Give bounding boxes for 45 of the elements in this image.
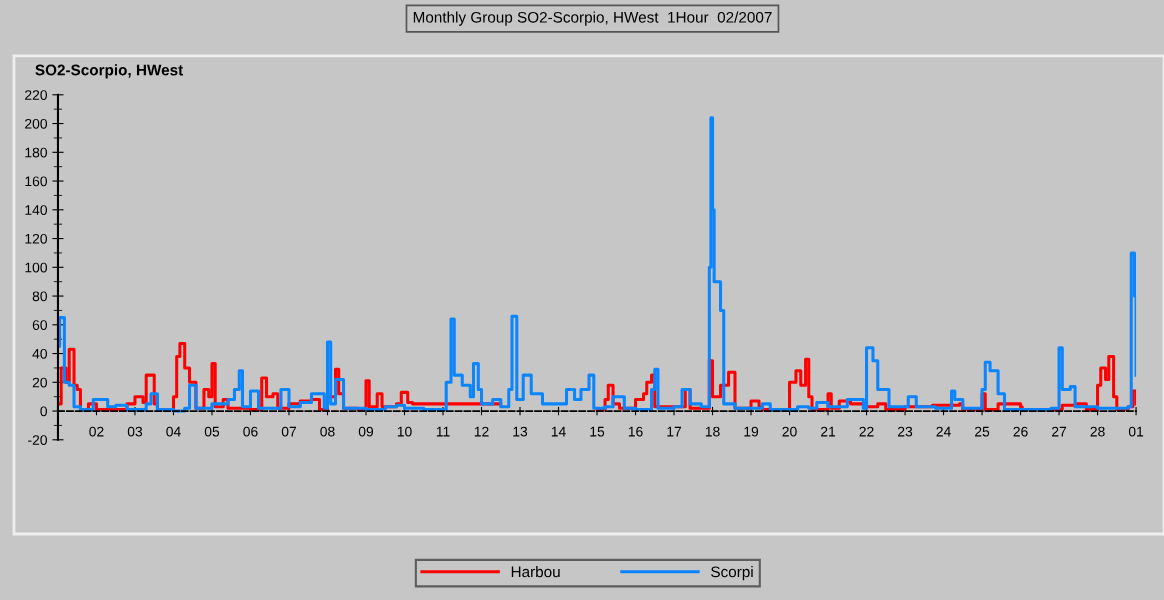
x-tick-label: 08: [320, 426, 335, 437]
y-tick-label: 200: [25, 118, 48, 129]
x-tick-label: 10: [397, 426, 412, 437]
x-tick-label: 13: [513, 426, 528, 437]
x-tick-label: 20: [782, 426, 797, 437]
chart-subtitle: SO2-Scorpio, HWest: [35, 64, 184, 79]
y-tick-label: 60: [32, 320, 48, 330]
y-tick-label: -20: [28, 435, 48, 445]
x-tick-label: 17: [667, 426, 682, 437]
x-tick-label: 19: [744, 426, 759, 437]
x-tick-label: 03: [127, 426, 143, 437]
x-tick-label: 04: [166, 426, 181, 437]
x-tick-label: 12: [474, 426, 489, 437]
x-tick-label: 06: [243, 426, 258, 437]
x-tick-label: 18: [705, 426, 720, 437]
y-tick-label: 160: [25, 176, 48, 187]
y-tick-label: 100: [25, 262, 48, 273]
x-tick-label: 11: [436, 426, 450, 437]
y-tick-label: 120: [25, 233, 48, 244]
x-tick-label: 16: [628, 426, 643, 437]
x-tick-label: 14: [551, 426, 566, 437]
y-tick-label: 20: [32, 377, 48, 388]
x-tick-label: 05: [204, 426, 220, 437]
x-tick-label: 01: [1128, 426, 1144, 437]
x-tick-label: 22: [859, 426, 874, 437]
x-tick-label: 23: [898, 426, 913, 437]
y-tick-label: 180: [25, 147, 48, 158]
x-tick-label: 27: [1052, 426, 1067, 437]
chart-title: Monthly Group SO2-Scorpio, HWest 1Hour 02/2007: [413, 11, 772, 26]
legend-label: Harbou: [511, 566, 560, 578]
y-tick-label: 0: [40, 406, 48, 417]
y-tick-label: 40: [32, 348, 48, 359]
x-tick-label: 21: [821, 426, 836, 437]
y-tick-label: 140: [25, 205, 48, 215]
x-tick-label: 28: [1090, 426, 1105, 437]
x-tick-label: 15: [590, 426, 605, 437]
y-tick-label: 80: [32, 291, 48, 302]
y-tick-label: 220: [25, 90, 48, 100]
x-tick-label: 07: [281, 426, 297, 437]
x-tick-label: 25: [975, 426, 990, 437]
x-tick-label: 09: [358, 426, 374, 437]
x-tick-label: 24: [936, 426, 951, 437]
x-tick-label: 02: [89, 426, 104, 437]
legend-label: Scorpi: [711, 566, 753, 581]
x-tick-label: 26: [1013, 426, 1028, 437]
